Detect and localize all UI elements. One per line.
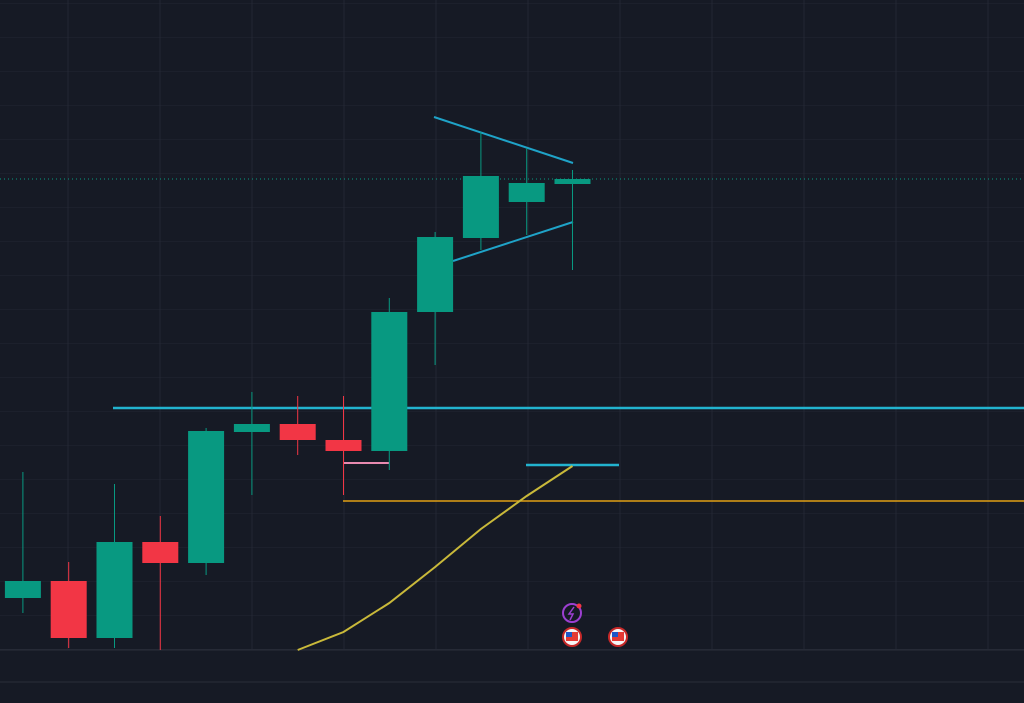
candle-body (279, 424, 316, 440)
event-icon[interactable] (562, 627, 582, 647)
candle-body (462, 176, 499, 238)
moving-average (297, 465, 574, 651)
candle-body (554, 179, 591, 184)
candle-body (371, 312, 408, 451)
trend-line (433, 116, 574, 164)
candle-body (188, 431, 225, 563)
event-icon[interactable] (608, 627, 628, 647)
candle-body (50, 581, 87, 638)
candle-body (96, 542, 133, 638)
grid (0, 0, 1024, 650)
candle-body (325, 440, 362, 451)
candle-body (4, 581, 41, 598)
candle-body (142, 542, 179, 563)
candle-body (233, 424, 270, 432)
trend-line (452, 221, 574, 262)
event-icon[interactable] (562, 603, 582, 623)
candle-body (508, 183, 545, 202)
marks (4, 132, 591, 651)
candle-body (417, 237, 454, 312)
